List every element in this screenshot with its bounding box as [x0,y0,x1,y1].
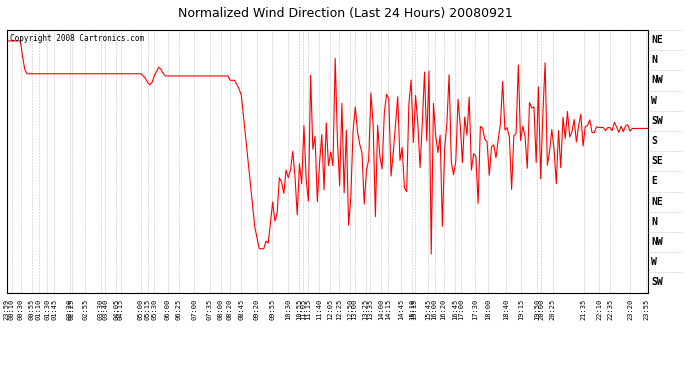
Text: N: N [651,55,658,65]
Text: W: W [651,96,658,106]
Text: NE: NE [651,196,663,207]
Text: SE: SE [651,156,663,166]
Text: Normalized Wind Direction (Last 24 Hours) 20080921: Normalized Wind Direction (Last 24 Hours… [177,8,513,21]
Text: SW: SW [651,116,663,126]
Text: NW: NW [651,75,663,86]
Text: N: N [651,217,658,227]
Text: S: S [651,136,658,146]
Text: NW: NW [651,237,663,247]
Text: Copyright 2008 Cartronics.com: Copyright 2008 Cartronics.com [10,34,144,43]
Text: W: W [651,257,658,267]
Text: SW: SW [651,278,663,287]
Text: E: E [651,177,658,186]
Text: NE: NE [651,35,663,45]
